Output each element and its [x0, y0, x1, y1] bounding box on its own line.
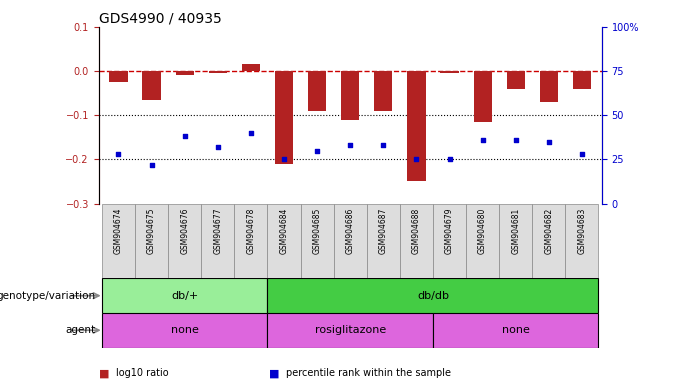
Text: GSM904677: GSM904677 [214, 207, 222, 254]
Bar [374, 71, 392, 111]
Bar [175, 71, 194, 75]
Text: ■: ■ [99, 368, 109, 378]
Point [180, 133, 190, 139]
Bar [102, 313, 267, 348]
Bar [573, 71, 591, 89]
Point [411, 156, 422, 162]
Bar [209, 71, 227, 73]
Text: genotype/variation: genotype/variation [0, 291, 95, 301]
Bar [102, 204, 135, 278]
Text: GSM904687: GSM904687 [379, 207, 388, 254]
Text: GSM904683: GSM904683 [577, 207, 586, 254]
Bar [334, 204, 367, 278]
Text: none: none [502, 325, 530, 335]
Point [577, 151, 588, 157]
Text: GSM904685: GSM904685 [313, 207, 322, 254]
Text: GSM904688: GSM904688 [412, 207, 421, 253]
Text: GSM904684: GSM904684 [279, 207, 288, 254]
Bar [367, 204, 400, 278]
Bar [507, 71, 525, 89]
Bar [275, 71, 293, 164]
Point [113, 151, 124, 157]
Bar [308, 71, 326, 111]
Text: GSM904678: GSM904678 [246, 207, 256, 254]
Text: GSM904681: GSM904681 [511, 207, 520, 253]
Text: db/+: db/+ [171, 291, 199, 301]
Point [543, 139, 554, 145]
Bar [267, 204, 301, 278]
Text: agent: agent [65, 325, 95, 335]
Text: GSM904674: GSM904674 [114, 207, 123, 254]
Bar [473, 71, 492, 122]
Point [146, 162, 157, 168]
Bar [540, 71, 558, 102]
Text: log10 ratio: log10 ratio [116, 368, 168, 378]
Bar [102, 278, 267, 313]
Text: GSM904680: GSM904680 [478, 207, 487, 254]
Point [279, 156, 290, 162]
Bar [201, 204, 235, 278]
Text: GDS4990 / 40935: GDS4990 / 40935 [99, 12, 222, 26]
Bar [235, 204, 267, 278]
Point [510, 137, 521, 143]
Bar [433, 313, 598, 348]
Bar [267, 313, 433, 348]
Bar [267, 278, 598, 313]
Bar [135, 204, 168, 278]
Text: GSM904676: GSM904676 [180, 207, 189, 254]
Bar [565, 204, 598, 278]
Text: none: none [171, 325, 199, 335]
Text: GSM904675: GSM904675 [147, 207, 156, 254]
Bar [433, 204, 466, 278]
Point [378, 142, 389, 148]
Text: db/db: db/db [417, 291, 449, 301]
Bar [143, 71, 160, 100]
Bar [407, 71, 426, 181]
Text: GSM904686: GSM904686 [345, 207, 355, 254]
Bar [168, 204, 201, 278]
Bar [532, 204, 565, 278]
Bar [341, 71, 359, 120]
Bar [466, 204, 499, 278]
Bar [400, 204, 433, 278]
Text: GSM904679: GSM904679 [445, 207, 454, 254]
Point [345, 142, 356, 148]
Bar [499, 204, 532, 278]
Text: rosiglitazone: rosiglitazone [315, 325, 386, 335]
Bar [301, 204, 334, 278]
Text: GSM904682: GSM904682 [544, 207, 554, 253]
Point [477, 137, 488, 143]
Text: percentile rank within the sample: percentile rank within the sample [286, 368, 451, 378]
Bar [441, 71, 458, 73]
Point [444, 156, 455, 162]
Text: ■: ■ [269, 368, 279, 378]
Bar [242, 65, 260, 71]
Point [212, 144, 223, 150]
Point [245, 130, 256, 136]
Bar [109, 71, 128, 82]
Point [311, 147, 322, 154]
